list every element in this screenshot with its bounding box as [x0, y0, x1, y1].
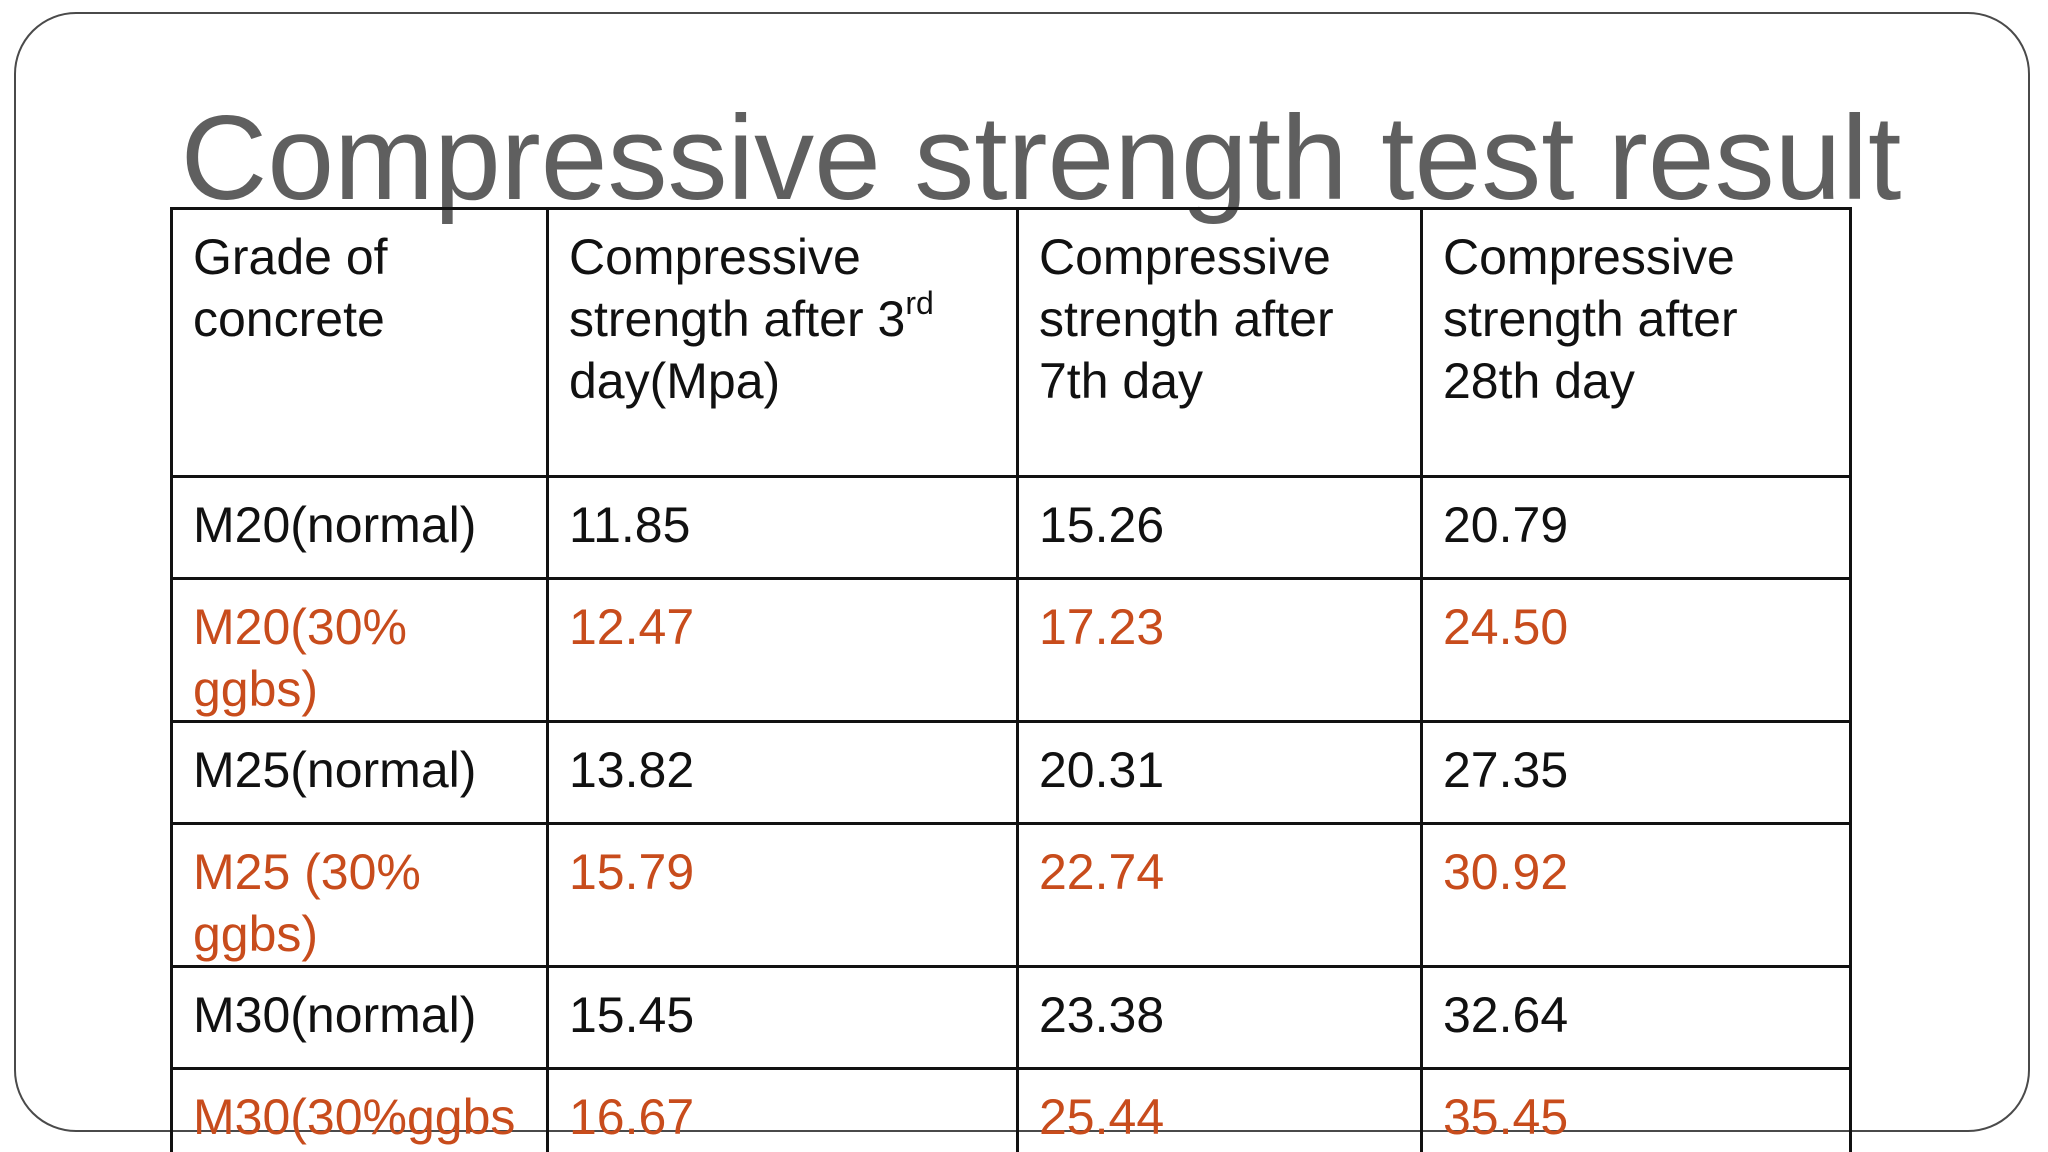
table-row: M30(30%ggbs 16.67 25.44 35.45	[170, 1067, 1852, 1152]
table-row: M30(normal) 15.45 23.38 32.64	[170, 965, 1852, 1070]
header-day3-superscript: rd	[905, 285, 934, 322]
cell-day7: 23.38	[1016, 965, 1423, 1070]
header-grade: Grade of concrete	[170, 207, 549, 478]
header-day28: Compressive strength after 28th day	[1420, 207, 1852, 478]
cell-grade: M25(normal)	[170, 720, 549, 825]
table-header-row: Grade of concrete Compressive strength a…	[170, 207, 1852, 478]
cell-day7: 15.26	[1016, 475, 1423, 580]
cell-grade: M30(normal)	[170, 965, 549, 1070]
cell-day3: 15.45	[546, 965, 1019, 1070]
cell-day28: 32.64	[1420, 965, 1852, 1070]
slide-title: Compressive strength test result	[180, 91, 1902, 225]
cell-day28: 35.45	[1420, 1067, 1852, 1152]
table-row: M25 (30% ggbs) 15.79 22.74 30.92	[170, 822, 1852, 968]
results-table: Grade of concrete Compressive strength a…	[170, 207, 1852, 1152]
cell-day28: 20.79	[1420, 475, 1852, 580]
header-day3: Compressive strength after 3rd day(Mpa)	[546, 207, 1019, 478]
cell-day3: 16.67	[546, 1067, 1019, 1152]
cell-day3: 13.82	[546, 720, 1019, 825]
cell-day28: 30.92	[1420, 822, 1852, 968]
cell-grade: M25 (30% ggbs)	[170, 822, 549, 968]
cell-day7: 17.23	[1016, 577, 1423, 723]
cell-day7: 25.44	[1016, 1067, 1423, 1152]
cell-grade: M20(30% ggbs)	[170, 577, 549, 723]
header-day7: Compressive strength after 7th day	[1016, 207, 1423, 478]
cell-day7: 22.74	[1016, 822, 1423, 968]
cell-day28: 27.35	[1420, 720, 1852, 825]
table-row: M20(normal) 11.85 15.26 20.79	[170, 475, 1852, 580]
cell-day28: 24.50	[1420, 577, 1852, 723]
table-row: M20(30% ggbs) 12.47 17.23 24.50	[170, 577, 1852, 723]
cell-day3: 12.47	[546, 577, 1019, 723]
cell-day3: 15.79	[546, 822, 1019, 968]
cell-day7: 20.31	[1016, 720, 1423, 825]
table-row: M25(normal) 13.82 20.31 27.35	[170, 720, 1852, 825]
cell-day3: 11.85	[546, 475, 1019, 580]
cell-grade: M20(normal)	[170, 475, 549, 580]
cell-grade: M30(30%ggbs	[170, 1067, 549, 1152]
